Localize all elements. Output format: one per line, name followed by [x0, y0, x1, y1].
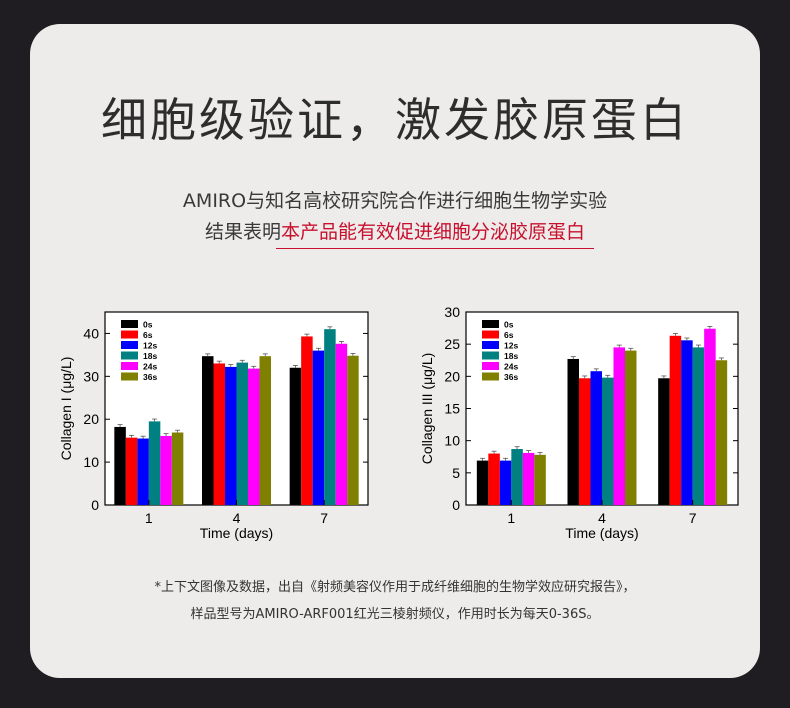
bar-18s-day-1 [511, 449, 523, 505]
y-tick-label: 0 [452, 497, 460, 513]
bar-0s-day-4 [567, 358, 579, 505]
y-axis-label: Collagen I (μg/L) [58, 357, 74, 461]
bar-24s-day-1 [522, 452, 535, 505]
y-tick-label: 25 [444, 336, 460, 352]
y-tick-label: 20 [83, 411, 99, 427]
y-tick-label: 20 [444, 368, 460, 384]
y-tick-label: 5 [452, 465, 460, 481]
bar-0s-day-1 [476, 460, 489, 505]
bar-0s-day-4 [202, 356, 214, 505]
x-tick-label: 1 [145, 510, 153, 526]
legend-swatch-18s [482, 351, 499, 360]
bar-6s-day-1 [125, 437, 138, 505]
legend-label-0s: 0s [504, 320, 514, 330]
bar-0s-day-7 [289, 367, 302, 505]
legend-label-6s: 6s [504, 330, 514, 340]
y-tick-label: 40 [83, 325, 99, 341]
legend-swatch-6s [482, 330, 499, 339]
legend-label-36s: 36s [504, 372, 518, 382]
bar-18s-day-4 [602, 377, 614, 505]
collagen-i-chart: 0 10 20 30 40 1 4 7 Time (days) Collagen I (μg/L)… [58, 311, 369, 541]
legend-label-12s: 12s [504, 341, 518, 351]
footnote-line-2: 样品型号为AMIRO-ARF001红光三棱射频仪，作用时长为每天0-36S。 [190, 607, 600, 622]
legend-swatch-12s [121, 341, 138, 349]
bar-36s-day-7 [347, 355, 359, 505]
bar-12s-day-1 [137, 438, 149, 505]
bar-6s-day-7 [301, 336, 313, 505]
legend-label-18s: 18s [143, 351, 157, 361]
y-tick-label: 15 [444, 401, 460, 417]
bar-0s-day-1 [114, 426, 126, 505]
bar-36s-day-1 [171, 432, 184, 505]
legend-swatch-0s [121, 320, 138, 328]
bar-6s-day-4 [213, 363, 225, 505]
legend-label-18s: 18s [504, 351, 518, 361]
legend-swatch-24s [482, 362, 499, 370]
legend-swatch-12s [482, 341, 499, 349]
subtitle-prefix: 结果表明 [204, 221, 281, 243]
legend-swatch-6s [121, 330, 138, 339]
legend-label-0s: 0s [143, 320, 153, 330]
legend-label-24s: 24s [504, 362, 518, 372]
bar-24s-day-4 [613, 347, 625, 505]
bar-18s-day-1 [148, 421, 161, 505]
footnote-line-1: *上下文图像及数据，出自《射频美容仪作用于成纤维细胞的生物学效应研究报告》， [154, 580, 636, 595]
bar-12s-day-7 [681, 340, 693, 505]
x-tick-label: 4 [598, 510, 606, 526]
bar-6s-day-4 [579, 378, 591, 505]
y-tick-label: 10 [444, 433, 460, 449]
legend-swatch-24s [121, 362, 138, 370]
x-axis-label: Time (days) [200, 525, 273, 541]
bar-36s-day-7 [715, 360, 728, 505]
y-tick-label: 30 [83, 368, 99, 384]
legend-swatch-36s [482, 372, 499, 381]
x-axis-label: Time (days) [565, 525, 638, 541]
bar-12s-day-4 [225, 366, 237, 505]
bar-24s-day-7 [704, 328, 716, 505]
x-tick-label: 7 [689, 510, 697, 526]
bar-18s-day-7 [324, 329, 336, 505]
bar-36s-day-1 [534, 454, 546, 505]
bar-12s-day-7 [312, 350, 325, 505]
bar-18s-day-4 [236, 362, 248, 505]
legend-swatch-36s [121, 372, 138, 381]
bar-6s-day-1 [488, 453, 500, 505]
subtitle-line-1: AMIRO与知名高校研究院合作进行细胞生物学实验 [182, 190, 608, 212]
bar-12s-day-1 [499, 460, 512, 505]
x-tick-label: 4 [233, 510, 241, 526]
y-axis-label: Collagen III (μg/L) [419, 353, 435, 465]
legend-label-24s: 24s [143, 362, 157, 372]
bar-12s-day-4 [590, 371, 602, 505]
x-tick-label: 1 [507, 510, 515, 526]
bar-36s-day-4 [259, 356, 271, 505]
subtitle-line-2: 结果表明本产品能有效促进细胞分泌胶原蛋白 [0, 217, 790, 244]
legend-label-6s: 6s [143, 330, 153, 340]
legend-label-36s: 36s [143, 372, 157, 382]
bar-24s-day-7 [335, 343, 348, 505]
legend-swatch-0s [482, 320, 499, 328]
bar-36s-day-4 [625, 350, 637, 505]
x-tick-label: 7 [320, 510, 328, 526]
subtitle-highlight: 本产品能有效促进细胞分泌胶原蛋白 [281, 221, 586, 243]
collagen-iii-chart: 0 5 10 15 20 25 30 1 4 7 Time (days) Collagen III (… [419, 304, 739, 541]
page-title: 细胞级验证，激发胶原蛋白 [101, 93, 689, 147]
y-tick-label: 10 [83, 454, 99, 470]
bar-0s-day-7 [658, 378, 670, 505]
highlight-underline [276, 248, 594, 249]
bar-24s-day-4 [248, 368, 260, 505]
bar-24s-day-1 [160, 435, 172, 505]
y-tick-label: 30 [444, 304, 460, 320]
legend-swatch-18s [121, 351, 138, 360]
legend-label-12s: 12s [143, 341, 157, 351]
bar-6s-day-7 [669, 335, 682, 505]
y-tick-label: 0 [91, 497, 99, 513]
bar-18s-day-7 [692, 347, 705, 505]
